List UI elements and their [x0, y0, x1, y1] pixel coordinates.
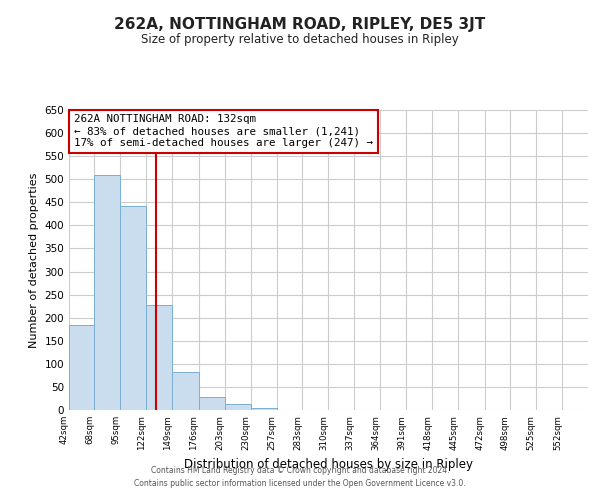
Bar	[146, 305, 172, 410]
Text: 262A NOTTINGHAM ROAD: 132sqm
← 83% of detached houses are smaller (1,241)
17% of: 262A NOTTINGHAM ROAD: 132sqm ← 83% of de…	[74, 114, 373, 148]
Bar	[172, 372, 199, 410]
Bar	[94, 174, 120, 410]
Y-axis label: Number of detached properties: Number of detached properties	[29, 172, 39, 348]
Bar	[251, 408, 277, 410]
Text: 262A, NOTTINGHAM ROAD, RIPLEY, DE5 3JT: 262A, NOTTINGHAM ROAD, RIPLEY, DE5 3JT	[115, 18, 485, 32]
X-axis label: Distribution of detached houses by size in Ripley: Distribution of detached houses by size …	[184, 458, 473, 471]
Bar	[199, 397, 224, 410]
Text: Size of property relative to detached houses in Ripley: Size of property relative to detached ho…	[141, 32, 459, 46]
Text: Contains HM Land Registry data © Crown copyright and database right 2024.
Contai: Contains HM Land Registry data © Crown c…	[134, 466, 466, 487]
Bar	[224, 404, 251, 410]
Bar	[69, 324, 94, 410]
Bar	[120, 206, 146, 410]
